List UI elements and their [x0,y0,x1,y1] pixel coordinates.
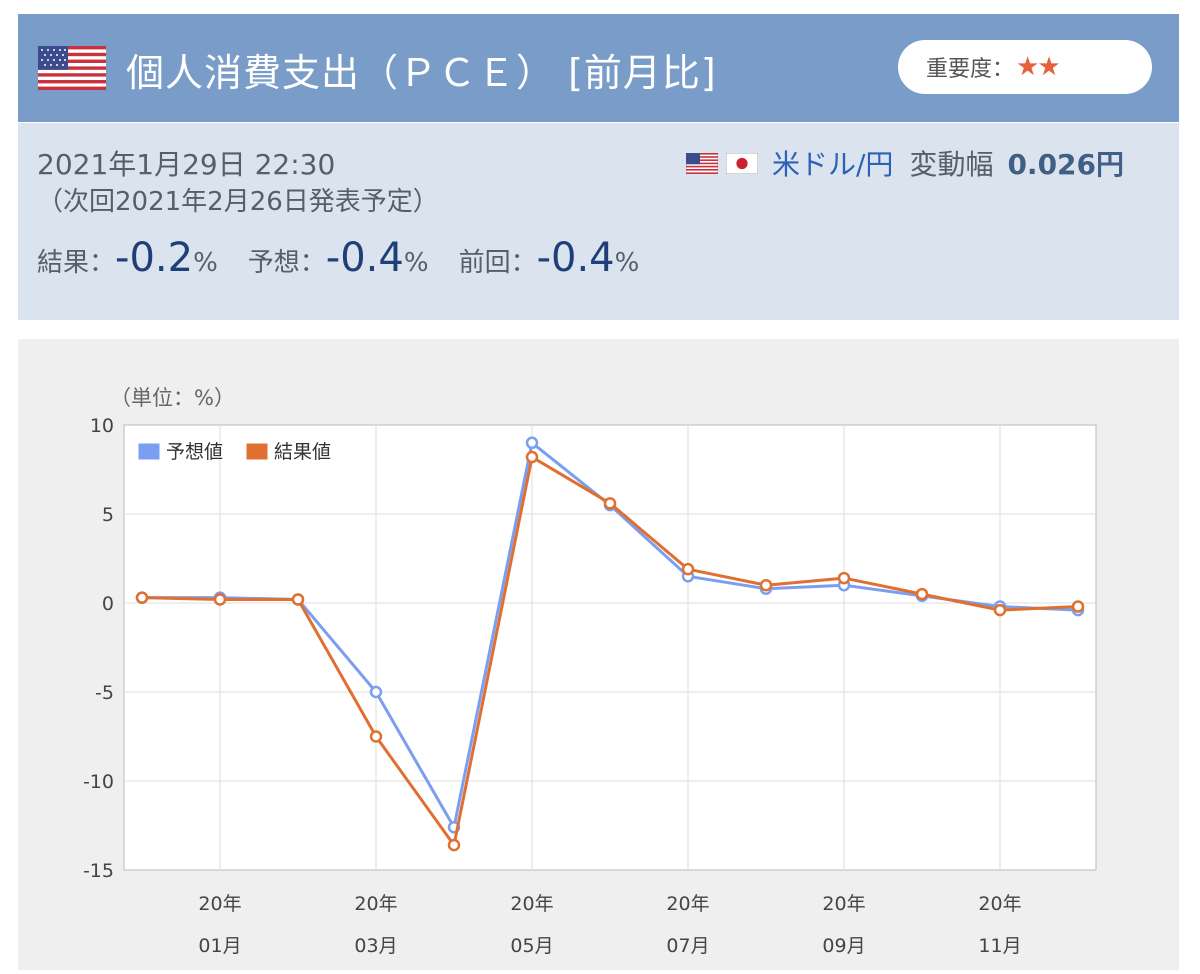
x-tick-label-month: 03月 [354,935,397,957]
x-tick-label-year: 20年 [354,893,397,915]
data-point-1 [915,587,929,601]
data-point-1 [369,730,383,743]
previous-percent: % [614,248,640,278]
data-point-1 [837,571,851,585]
pce-line-chart: 10 5 0 -5 -10 -15 20年 01月 20年 03月 20年 05月 20年 07月 20年 0… [83,386,1097,957]
data-point-1 [603,497,617,510]
forecast-label: 予想： [247,248,326,278]
x-tick-label-year: 20年 [510,893,553,915]
data-point-1 [135,591,149,604]
x-tick-label-month: 07月 [666,935,709,957]
previous-label: 前回： [458,248,537,278]
y-tick-label: 0 [102,593,114,615]
importance-stars: ★★ [1016,52,1061,82]
us-flag-icon [38,46,106,90]
data-point-1 [681,562,695,576]
y-tick-label: -15 [83,860,114,882]
legend-label-0: 予想値 [166,441,223,463]
importance-label: 重要度： [926,57,1015,82]
currency-pair: 米ドル/円 変動幅 0.026円 [686,143,1124,183]
forecast-percent: % [403,248,429,278]
data-point-0 [369,685,383,699]
forecast-value: -0.4 [325,235,404,281]
x-tick-label-year: 20年 [822,893,865,915]
chart-panel: 10 5 0 -5 -10 -15 20年 01月 20年 03月 20年 05月 20年 07月 20年 0… [18,339,1179,970]
data-point-1 [291,593,305,606]
x-tick-label-year: 20年 [666,893,709,915]
data-point-1 [1071,600,1085,613]
range-label: 変動幅 [909,148,994,181]
y-unit-label: （単位：%） [110,386,235,410]
page-title: 個人消費支出（ＰＣＥ） [前月比] [126,51,717,95]
importance-badge: 重要度： ★★ [898,40,1152,94]
y-tick-label: 5 [102,504,114,526]
y-tick-label: -5 [95,682,114,704]
data-point-1 [525,450,539,464]
legend-swatch-0 [137,442,161,461]
data-point-1 [993,603,1007,617]
previous-value: -0.4 [536,235,615,281]
next-release: （次回2021年2月26日発表予定） [37,187,439,217]
currency-pair-link[interactable]: 米ドル/円 [772,148,894,181]
release-info-panel: 2021年1月29日 22:30 （次回2021年2月26日発表予定） 米ドル/… [18,123,1179,320]
legend-swatch-1 [245,442,269,461]
plot-area [123,424,1097,871]
result-value: -0.2 [115,235,194,281]
us-flag-icon [686,152,718,174]
x-tick-label-year: 20年 [198,893,241,915]
legend-label-1: 結果値 [274,441,331,463]
result-percent: % [193,248,218,278]
x-tick-label-month: 05月 [510,935,553,957]
japan-flag-icon [726,152,758,174]
range-value: 0.026円 [1007,148,1125,181]
data-point-1 [213,593,227,606]
x-tick-label-month: 09月 [822,935,865,957]
x-tick-label-month: 11月 [978,935,1021,957]
release-datetime: 2021年1月29日 22:30 [37,148,336,181]
result-label: 結果： [37,248,116,278]
x-tick-label-year: 20年 [978,893,1021,915]
y-tick-label: 10 [90,415,114,437]
indicator-header: 個人消費支出（ＰＣＥ） [前月比] 重要度： ★★ [18,14,1179,122]
data-point-0 [525,436,539,450]
x-tick-label-month: 01月 [198,935,241,957]
data-point-1 [447,838,461,852]
data-point-1 [759,578,773,592]
results-row: 結果： -0.2 % 予想： -0.4 % 前回： -0.4 % [37,235,669,281]
y-tick-label: -10 [83,771,114,793]
